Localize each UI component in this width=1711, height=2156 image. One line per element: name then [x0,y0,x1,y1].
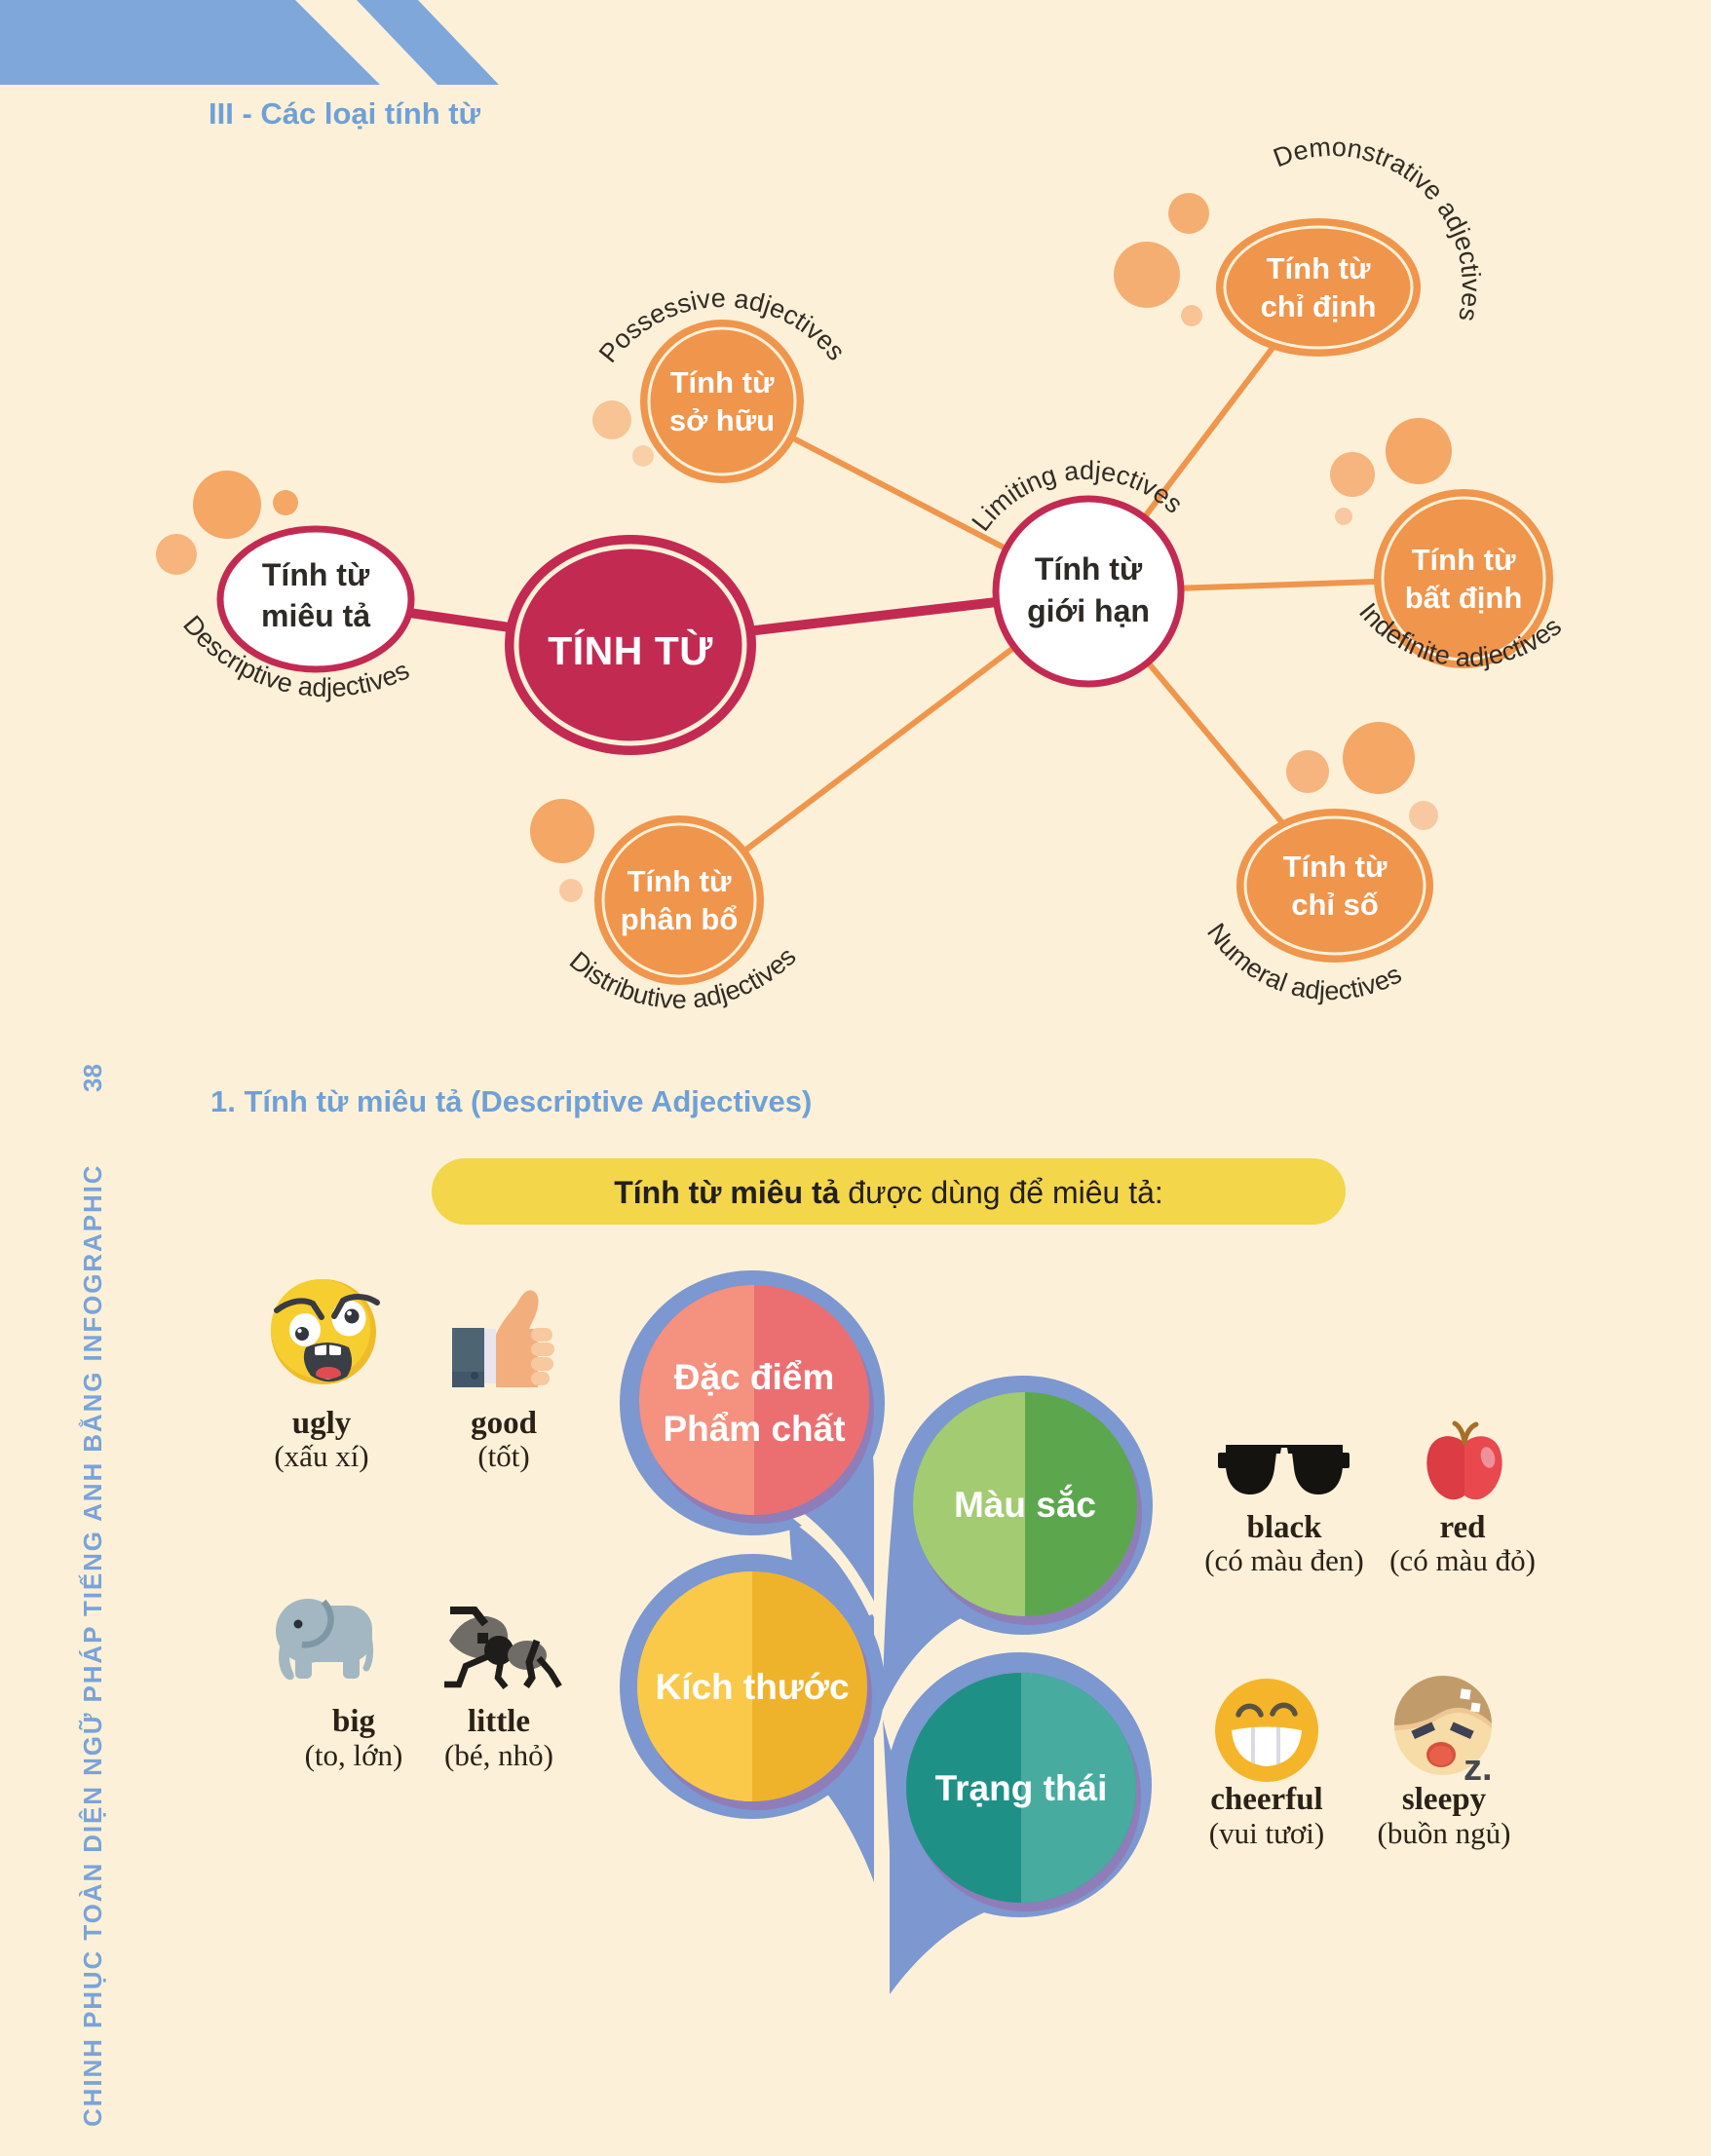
svg-text:Đặc điểm: Đặc điểm [674,1357,835,1397]
svg-text:red: red [1439,1510,1485,1545]
svg-text:(xấu xí): (xấu xí) [274,1439,368,1473]
svg-text:Tính từ: Tính từ [1283,850,1388,884]
svg-text:Tính từ: Tính từ [1267,251,1371,285]
svg-text:black: black [1246,1510,1322,1545]
svg-text:(tốt): (tốt) [477,1439,529,1473]
svg-text:Tính từ: Tính từ [1412,543,1516,577]
svg-text:Tính từ: Tính từ [1035,551,1143,586]
svg-text:giới hạn: giới hạn [1027,593,1150,628]
svg-text:phân bổ: phân bổ [621,902,739,936]
svg-text:big: big [332,1704,376,1739]
svg-text:(vui tươi): (vui tươi) [1209,1816,1324,1850]
svg-text:Tính từ miêu tả được dùng để m: Tính từ miêu tả được dùng để miêu tả: [614,1175,1163,1210]
svg-text:38: 38 [78,1064,107,1092]
svg-text:Màu sắc: Màu sắc [954,1484,1096,1525]
svg-text:sở hữu: sở hữu [669,403,775,437]
svg-text:z.: z. [1464,1748,1493,1789]
svg-text:ugly: ugly [292,1406,352,1441]
svg-text:Phẩm chất: Phẩm chất [663,1409,845,1449]
svg-text:(buồn ngủ): (buồn ngủ) [1378,1816,1511,1850]
svg-text:(to, lớn): (to, lớn) [305,1738,403,1772]
svg-text:III - Các loại tính từ: III - Các loại tính từ [209,96,481,131]
svg-text:little: little [468,1704,530,1739]
svg-text:TÍNH TỪ: TÍNH TỪ [548,628,713,673]
svg-text:Trạng thái: Trạng thái [935,1768,1108,1808]
svg-text:miêu tả: miêu tả [261,598,370,633]
svg-text:cheerful: cheerful [1210,1782,1322,1817]
svg-text:(bé, nhỏ): (bé, nhỏ) [444,1738,553,1772]
svg-text:1. Tính từ miêu tả (Descriptiv: 1. Tính từ miêu tả (Descriptive Adjectiv… [210,1084,812,1118]
svg-text:(có màu đỏ): (có màu đỏ) [1389,1543,1536,1577]
svg-text:Tính từ: Tính từ [262,557,370,592]
svg-text:bất định: bất định [1405,581,1523,615]
svg-text:Tính từ: Tính từ [627,864,732,898]
svg-text:chỉ định: chỉ định [1261,289,1377,323]
svg-text:CHINH PHỤC TOÀN DIỆN NGỮ PHÁP: CHINH PHỤC TOÀN DIỆN NGỮ PHÁP TIẾNG ANH … [78,1164,107,2127]
svg-text:(có màu đen): (có màu đen) [1204,1543,1364,1577]
svg-text:Tính từ: Tính từ [670,365,775,399]
svg-text:good: good [471,1406,537,1441]
svg-text:chỉ số: chỉ số [1291,888,1379,922]
svg-text:Kích thước: Kích thước [655,1667,849,1707]
svg-text:sleepy: sleepy [1402,1782,1487,1817]
